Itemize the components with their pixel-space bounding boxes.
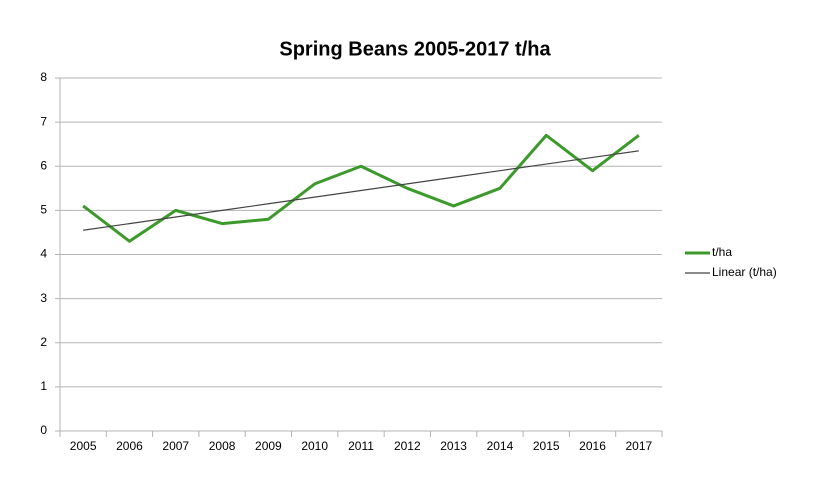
x-tick-label: 2015 (533, 439, 560, 453)
y-tick-label: 4 (40, 247, 47, 261)
legend-label: t/ha (712, 245, 732, 259)
y-tick-label: 3 (40, 291, 47, 305)
y-tick-label: 0 (40, 423, 47, 437)
y-tick-label: 7 (40, 114, 47, 128)
legend-label: Linear (t/ha) (712, 265, 777, 279)
x-tick-label: 2010 (301, 439, 328, 453)
x-tick-label: 2014 (487, 439, 514, 453)
x-tick-label: 2012 (394, 439, 421, 453)
y-tick-label: 5 (40, 203, 47, 217)
series-line (83, 150, 639, 231)
x-tick-label: 2008 (209, 439, 236, 453)
x-tick-label: 2009 (255, 439, 282, 453)
x-tick-label: 2013 (440, 439, 467, 453)
y-tick-label: 2 (40, 335, 47, 349)
y-tick-label: 8 (40, 70, 47, 84)
series-line (82, 133, 640, 243)
x-tick-label: 2006 (116, 439, 143, 453)
y-tick-label: 6 (40, 158, 47, 172)
x-tick-label: 2016 (579, 439, 606, 453)
y-tick-label: 1 (40, 379, 47, 393)
chart-title: Spring Beans 2005-2017 t/ha (279, 38, 551, 60)
x-tick-label: 2007 (162, 439, 189, 453)
x-tick-label: 2005 (70, 439, 97, 453)
x-tick-label: 2017 (625, 439, 652, 453)
x-tick-label: 2011 (348, 439, 374, 453)
